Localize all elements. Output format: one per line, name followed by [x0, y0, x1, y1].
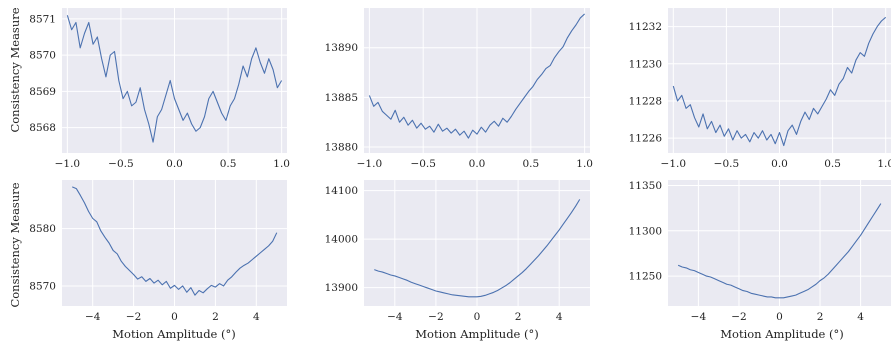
x-tick-label: −0.5	[108, 158, 134, 170]
x-tick-label: 0	[776, 311, 783, 323]
y-tick-label: 8570	[29, 280, 56, 292]
y-tick-label: 13885	[325, 92, 358, 104]
x-tick-label: 0.5	[522, 158, 539, 170]
subplot-4: −4 −2 0 2 4 8570 8580	[29, 180, 287, 323]
y-tick-label: 13890	[325, 42, 358, 54]
y-tick-label: 11228	[629, 95, 662, 107]
y-tick-label: 14000	[325, 234, 358, 246]
y-tick-label: 13880	[325, 142, 358, 154]
x-tick-label: 0.5	[220, 158, 237, 170]
y-tick-label: 14100	[325, 185, 358, 197]
x-tick-label: 4	[857, 311, 864, 323]
x-tick-label: −4	[85, 311, 101, 323]
y-tick-label: 11250	[629, 271, 662, 283]
x-axis-label-middle: Motion Amplitude (°)	[415, 327, 539, 341]
x-tick-label: 4	[253, 311, 260, 323]
x-tick-label: 2	[817, 311, 824, 323]
y-tick-label: 8570	[29, 50, 56, 62]
x-tick-label: 0.0	[469, 158, 486, 170]
x-tick-label: 2	[515, 311, 522, 323]
y-tick-label: 11226	[629, 133, 663, 145]
subplot-2: −1.0 −0.5 0.0 0.5 1.0 13880 13885 13890	[325, 8, 593, 170]
x-tick-label: 0.0	[166, 158, 183, 170]
y-tick-label: 13900	[325, 282, 358, 294]
y-tick-label: 8571	[29, 13, 56, 25]
x-tick-label: −0.5	[714, 158, 740, 170]
x-axis-label-left: Motion Amplitude (°)	[112, 327, 236, 341]
x-tick-label: 2	[212, 311, 219, 323]
subplot-1: −1.0 −0.5 0.0 0.5 1.0 8568 8569 8570 8571	[29, 8, 290, 170]
x-axis-label-right: Motion Amplitude (°)	[720, 327, 844, 341]
x-tick-label: −2	[731, 311, 746, 323]
x-tick-label: 1.0	[877, 158, 891, 170]
y-axis-label-top: Consistency Measure	[8, 7, 22, 132]
subplot-6: −4 −2 0 2 4 11250 11300 11350	[629, 180, 891, 323]
panels: −1.0 −0.5 0.0 0.5 1.0 8568 8569 8570 8571 −1.0 −0.…	[29, 8, 891, 323]
x-tick-label: 1.0	[576, 158, 593, 170]
x-tick-label: 0	[474, 311, 481, 323]
y-tick-label: 8568	[29, 122, 56, 134]
x-tick-label: 0.5	[824, 158, 841, 170]
x-tick-label: −0.5	[410, 158, 436, 170]
x-tick-label: −4	[387, 311, 403, 323]
x-tick-label: −1.0	[661, 158, 687, 170]
x-tick-label: 0.0	[771, 158, 788, 170]
x-tick-label: 0	[171, 311, 178, 323]
y-tick-label: 11230	[629, 58, 662, 70]
y-tick-label: 11232	[629, 21, 662, 33]
x-tick-label: 4	[556, 311, 563, 323]
x-tick-label: 1.0	[273, 158, 290, 170]
y-tick-label: 11350	[629, 180, 662, 192]
subplot-5: −4 −2 0 2 4 13900 14000 14100	[325, 180, 590, 323]
x-tick-label: −1.0	[55, 158, 81, 170]
y-tick-label: 11300	[629, 225, 662, 237]
x-tick-label: −2	[126, 311, 141, 323]
x-tick-label: −4	[691, 311, 707, 323]
x-tick-label: −2	[428, 311, 443, 323]
subplot-3: −1.0 −0.5 0.0 0.5 1.0 11226 11228 11230 11232	[629, 8, 891, 170]
y-tick-label: 8569	[29, 86, 56, 98]
x-tick-label: −1.0	[357, 158, 383, 170]
y-axis-label-bottom: Consistency Measure	[8, 182, 22, 307]
y-tick-label: 8580	[29, 223, 56, 235]
